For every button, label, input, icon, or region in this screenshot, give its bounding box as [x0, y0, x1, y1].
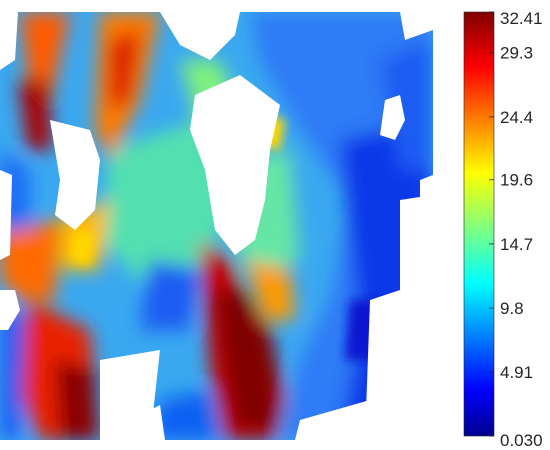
heatmap-field: [0, 12, 433, 440]
colorbar: 32.41 29.3 24.4 19.6 14.7 9.8 4.91 0.030: [463, 9, 543, 450]
colorbar-tick-label: 19.6: [500, 171, 533, 190]
colorbar-tick-label: 4.91: [500, 363, 533, 382]
colorbar-tick-label: 9.8: [500, 299, 524, 318]
colorbar-tick-label: 29.3: [500, 44, 533, 63]
colorbar-scale: [463, 11, 495, 437]
outer-mask: [140, 12, 433, 440]
colorbar-tick-label: 32.41: [500, 9, 543, 28]
colorbar-tick-label: 14.7: [500, 235, 533, 254]
colorbar-tick-label: 0.030: [500, 431, 543, 450]
colorbar-ticks: 32.41 29.3 24.4 19.6 14.7 9.8 4.91 0.030: [489, 9, 543, 450]
colorbar-tick-label: 24.4: [500, 108, 533, 127]
